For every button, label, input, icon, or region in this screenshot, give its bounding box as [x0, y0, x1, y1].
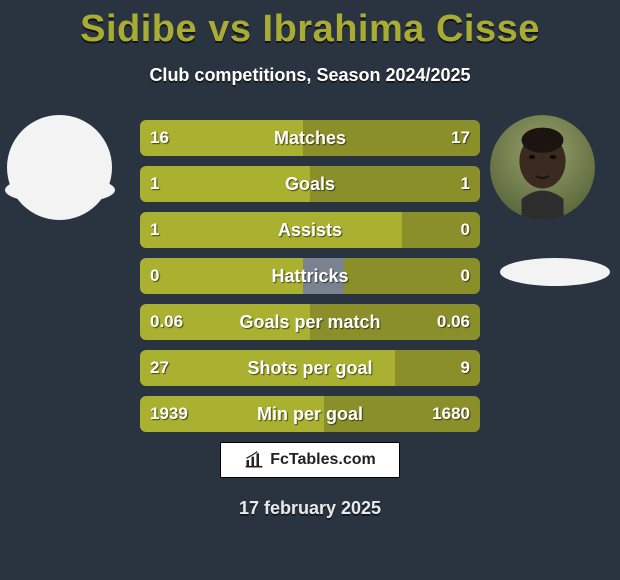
stat-row: 1617Matches [140, 120, 480, 156]
stat-bar-left-fill [140, 350, 395, 386]
stat-bar-right-fill [310, 304, 480, 340]
stat-bar-right-fill [344, 258, 480, 294]
page-subtitle: Club competitions, Season 2024/2025 [0, 65, 620, 86]
stat-bar-left-fill [140, 258, 303, 294]
stat-bar-right-fill [395, 350, 480, 386]
stat-bar-left-fill [140, 212, 402, 248]
player-left-avatar [7, 115, 112, 220]
stat-bar-right-fill [324, 396, 480, 432]
comparison-card: Sidibe vs Ibrahima Cisse Club competitio… [0, 0, 620, 580]
stat-row: 10Assists [140, 212, 480, 248]
report-date: 17 february 2025 [0, 498, 620, 519]
logo-text: FcTables.com [270, 451, 376, 469]
stat-row: 279Shots per goal [140, 350, 480, 386]
stat-row: 0.060.06Goals per match [140, 304, 480, 340]
stat-bar-right-fill [303, 120, 480, 156]
stat-bar-right-fill [402, 212, 480, 248]
stat-row: 19391680Min per goal [140, 396, 480, 432]
stat-bar-left-fill [140, 396, 324, 432]
stat-row: 11Goals [140, 166, 480, 202]
stat-bars: 1617Matches 11Goals 10Assists 00Hattricks 0.… [140, 120, 480, 442]
player-right-avatar [490, 115, 595, 220]
ellipse-right [500, 258, 610, 286]
logo-badge: FcTables.com [220, 442, 400, 478]
avatar-portrait-icon [490, 115, 595, 220]
page-title: Sidibe vs Ibrahima Cisse [0, 0, 620, 51]
ellipse-left [5, 176, 115, 204]
stat-bar-left-fill [140, 304, 310, 340]
stat-bar-right-fill [310, 166, 480, 202]
stat-bar-left-fill [140, 166, 310, 202]
stat-bar-left-fill [140, 120, 303, 156]
stat-row: 00Hattricks [140, 258, 480, 294]
bar-chart-icon [244, 450, 264, 470]
